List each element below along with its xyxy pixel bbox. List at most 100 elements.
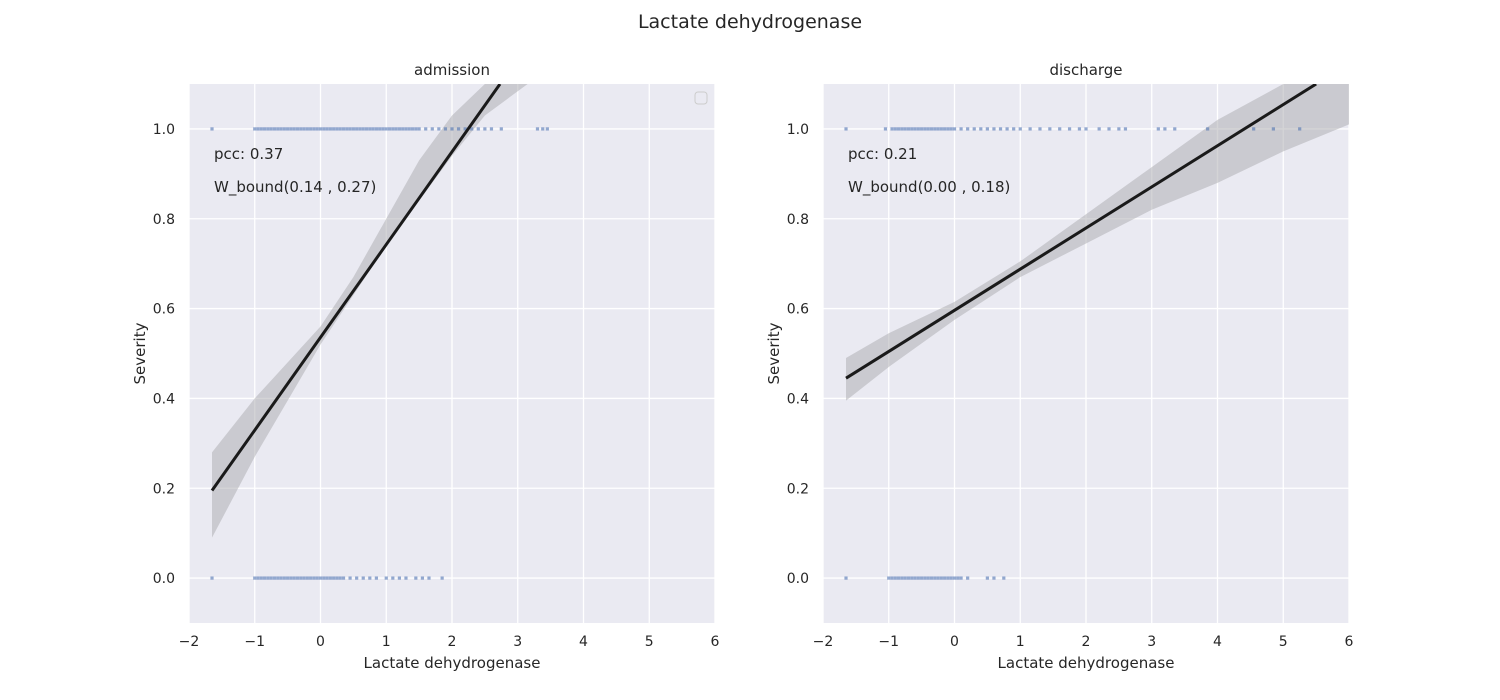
data-point [338, 576, 342, 580]
data-point [887, 576, 891, 580]
data-point [256, 576, 260, 580]
data-point [489, 127, 494, 131]
x-axis-label: Lactate dehydrogenase [364, 654, 541, 672]
x-tick-label: 1 [1016, 634, 1025, 650]
data-point [305, 576, 309, 580]
subplot-discharge: −2 −1 0 1 2 3 4 5 6 0.0 0.2 0.4 0.6 0.8 1.0 Lactate deh… [765, 61, 1354, 672]
data-point [1123, 127, 1128, 131]
data-point [890, 576, 894, 580]
data-point [292, 576, 296, 580]
data-point [893, 127, 897, 131]
data-point [910, 576, 914, 580]
data-point [1173, 127, 1177, 131]
x-axis-label: Lactate dehydrogenase [998, 654, 1175, 672]
data-point [282, 576, 286, 580]
data-point [286, 576, 290, 580]
data-point [364, 127, 369, 131]
data-point [952, 576, 957, 580]
data-point [328, 127, 332, 131]
data-point [959, 127, 963, 131]
data-point [312, 576, 316, 580]
data-point [946, 127, 950, 131]
data-point [1077, 127, 1082, 131]
data-point [289, 127, 293, 131]
data-point [295, 576, 300, 580]
regression-line [845, 84, 1317, 380]
plot-content [210, 84, 549, 580]
data-point [309, 127, 313, 131]
y-tick-label: 0.8 [153, 212, 175, 228]
data-point [341, 127, 346, 131]
data-point [371, 127, 375, 131]
data-point [286, 127, 290, 131]
data-point [374, 127, 378, 131]
data-point [985, 127, 989, 131]
data-point [1005, 127, 1009, 131]
data-point [384, 576, 388, 580]
subplot-title: discharge [1049, 61, 1122, 79]
data-point [325, 576, 329, 580]
data-point [322, 127, 326, 131]
data-point [923, 127, 927, 131]
data-point [381, 127, 385, 131]
data-point [358, 127, 362, 131]
data-point [338, 127, 342, 131]
data-point [943, 127, 947, 131]
data-point [345, 127, 349, 131]
data-point [263, 576, 267, 580]
annotation-text: W_bound(0.00 , 0.18) [848, 178, 1010, 197]
data-point [456, 127, 461, 131]
data-point [844, 127, 848, 131]
subplot-admission: −2 −1 0 1 2 3 4 5 6 0.0 0.2 0.4 0.6 0.8 1.0 Lactate deh… [131, 61, 720, 672]
data-point [269, 576, 273, 580]
data-point [1252, 127, 1256, 131]
data-point [397, 576, 401, 580]
data-point [302, 127, 306, 131]
data-point [1084, 127, 1088, 131]
data-point [920, 576, 924, 580]
data-point [890, 127, 894, 131]
data-point [1163, 127, 1167, 131]
data-point [318, 576, 323, 580]
figure-title: Lactate dehydrogenase [638, 11, 862, 33]
data-point [318, 127, 323, 131]
data-point [933, 127, 937, 131]
y-tick-label: 0.2 [153, 481, 175, 497]
data-point [256, 127, 260, 131]
data-point [844, 576, 848, 580]
data-point [979, 127, 983, 131]
x-tick-label: 2 [448, 634, 457, 650]
data-point [900, 576, 904, 580]
data-point [272, 127, 277, 131]
data-point [926, 576, 930, 580]
x-tick-label: 0 [316, 634, 325, 650]
data-point [279, 127, 283, 131]
data-point [913, 127, 917, 131]
x-tick-label: 6 [711, 634, 720, 650]
data-point [933, 576, 937, 580]
plot-content [844, 84, 1349, 580]
data-point [920, 127, 924, 131]
data-point [374, 576, 378, 580]
data-point [1156, 127, 1160, 131]
data-point [414, 127, 418, 131]
data-point [335, 127, 339, 131]
data-point [391, 576, 395, 580]
data-point [1018, 127, 1022, 131]
data-point [335, 576, 339, 580]
confidence-band [846, 84, 1349, 401]
data-point [299, 127, 303, 131]
y-tick-label: 0.0 [787, 571, 809, 587]
x-tick-label: 5 [645, 634, 654, 650]
data-point [355, 576, 359, 580]
data-point [269, 127, 273, 131]
data-point [266, 576, 270, 580]
data-point [427, 576, 431, 580]
data-point [535, 127, 540, 131]
data-point [282, 127, 286, 131]
data-point [355, 127, 359, 131]
data-point [351, 127, 355, 131]
data-point [1038, 127, 1042, 131]
data-point [404, 127, 408, 131]
